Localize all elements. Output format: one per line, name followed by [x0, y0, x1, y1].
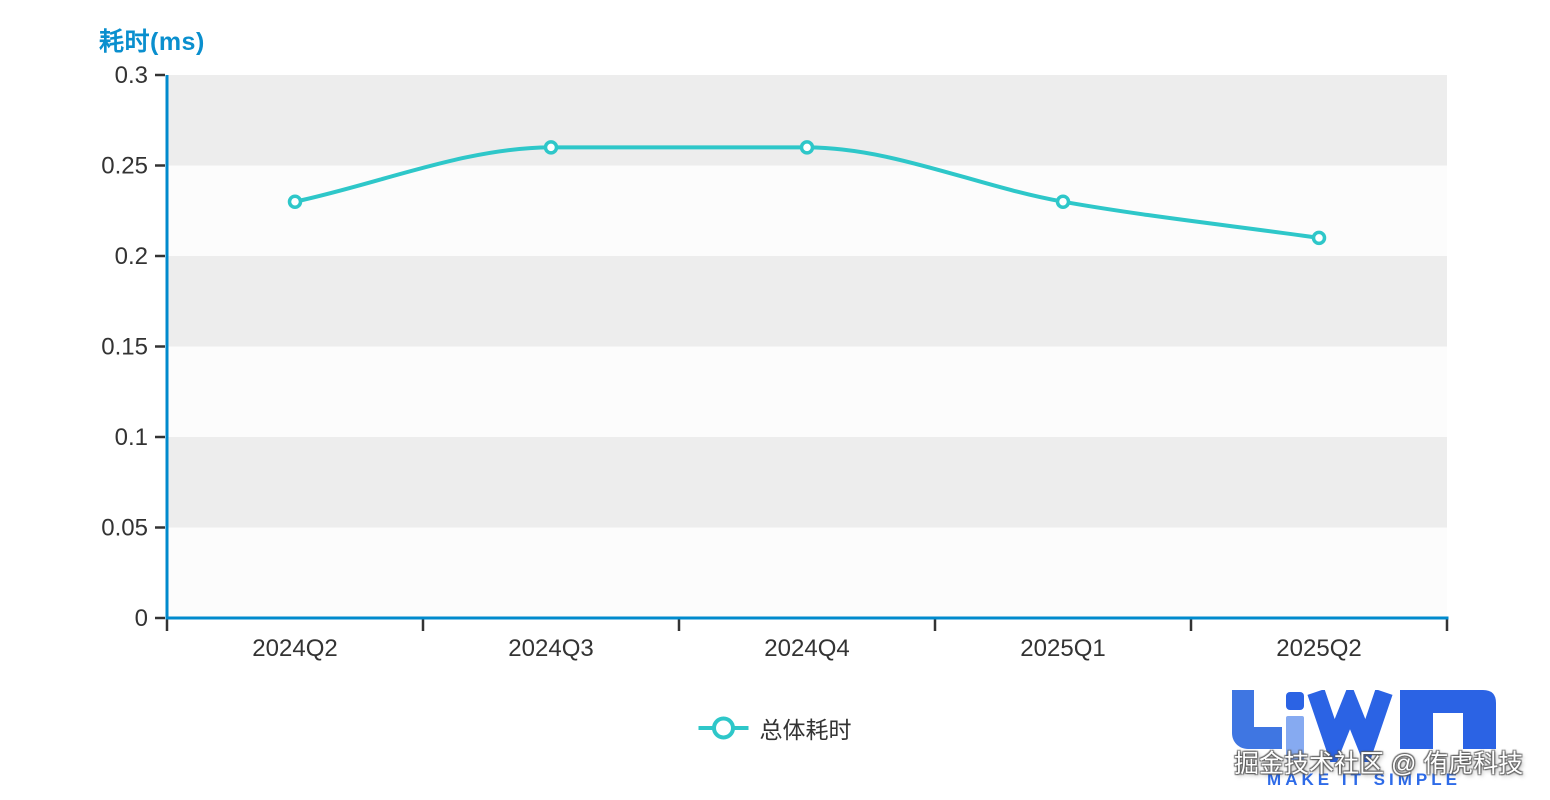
data-point-marker[interactable]: [799, 140, 815, 155]
legend-label: 总体耗时: [759, 717, 852, 743]
x-tick-label: 2024Q3: [508, 635, 593, 662]
logo-letter-W: [1307, 680, 1393, 771]
plot-band: [167, 165, 1447, 256]
plot-band: [167, 346, 1447, 437]
line-series-legend-icon: [698, 716, 749, 740]
logo-letter-i-dot: [1286, 692, 1304, 710]
x-tick-label: 2024Q2: [252, 635, 337, 662]
data-point-marker[interactable]: [1055, 194, 1071, 209]
watermark-text: 掘金技术社区 @ 侑虎科技: [1234, 750, 1524, 778]
y-tick-label: 0: [135, 605, 148, 632]
plot-band: [167, 437, 1447, 528]
x-tick-label: 2024Q4: [764, 635, 849, 662]
legend-item-total-time[interactable]: 总体耗时: [698, 710, 852, 746]
y-tick-label: 0.05: [101, 515, 148, 542]
logo-letter-i-stem: [1286, 716, 1304, 760]
uwa-logo: MAKE IT SIMPLE: [1230, 680, 1498, 790]
data-point-marker[interactable]: [1311, 230, 1327, 246]
data-point-marker[interactable]: [287, 194, 303, 209]
y-tick-label: 0.1: [115, 424, 148, 451]
data-point-marker[interactable]: [543, 140, 559, 155]
uwa-logo-glyphs: [1232, 680, 1496, 771]
x-tick-label: 2025Q1: [1020, 635, 1105, 662]
plot-band: [167, 256, 1447, 347]
logo-letter-A: [1400, 690, 1496, 749]
y-tick-label: 0.25: [101, 153, 148, 180]
y-tick-label: 0.3: [115, 62, 148, 89]
plot-band: [167, 527, 1447, 618]
chart-title: 耗时(ms): [99, 28, 205, 56]
y-tick-label: 0.15: [101, 334, 148, 361]
logo-letter-L: [1232, 690, 1282, 749]
logo-slogan: MAKE IT SIMPLE: [1267, 770, 1461, 789]
y-tick-label: 0.2: [115, 243, 148, 270]
x-tick-label: 2025Q2: [1276, 635, 1361, 662]
